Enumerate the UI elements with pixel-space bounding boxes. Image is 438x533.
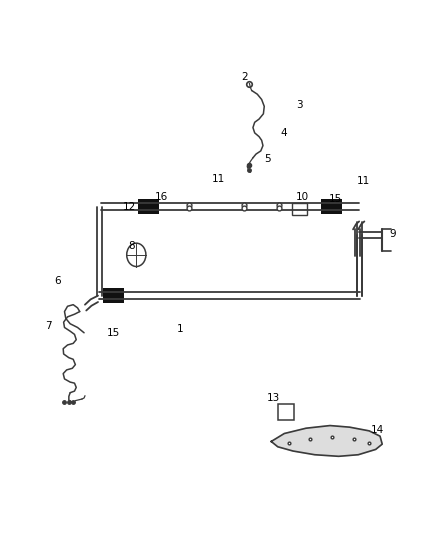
Bar <box>103 288 124 303</box>
Text: 13: 13 <box>267 393 280 403</box>
Bar <box>321 199 342 214</box>
Bar <box>138 199 159 214</box>
Text: 12: 12 <box>123 202 136 212</box>
Text: 10: 10 <box>296 191 309 201</box>
Text: 15: 15 <box>107 328 120 338</box>
Text: 11: 11 <box>357 175 370 185</box>
Text: 8: 8 <box>128 241 134 252</box>
Text: 16: 16 <box>155 191 168 201</box>
Text: 11: 11 <box>212 174 225 184</box>
FancyBboxPatch shape <box>278 405 294 420</box>
FancyBboxPatch shape <box>292 203 307 215</box>
Text: 4: 4 <box>280 128 287 138</box>
Polygon shape <box>271 425 382 456</box>
Text: 14: 14 <box>371 425 385 435</box>
Text: 15: 15 <box>329 193 342 204</box>
Text: 5: 5 <box>265 155 271 164</box>
Text: 2: 2 <box>241 72 247 82</box>
Text: 9: 9 <box>389 229 396 239</box>
Text: 7: 7 <box>45 321 52 331</box>
Text: 1: 1 <box>177 324 183 334</box>
Text: 6: 6 <box>54 276 60 286</box>
Text: 3: 3 <box>296 100 303 110</box>
